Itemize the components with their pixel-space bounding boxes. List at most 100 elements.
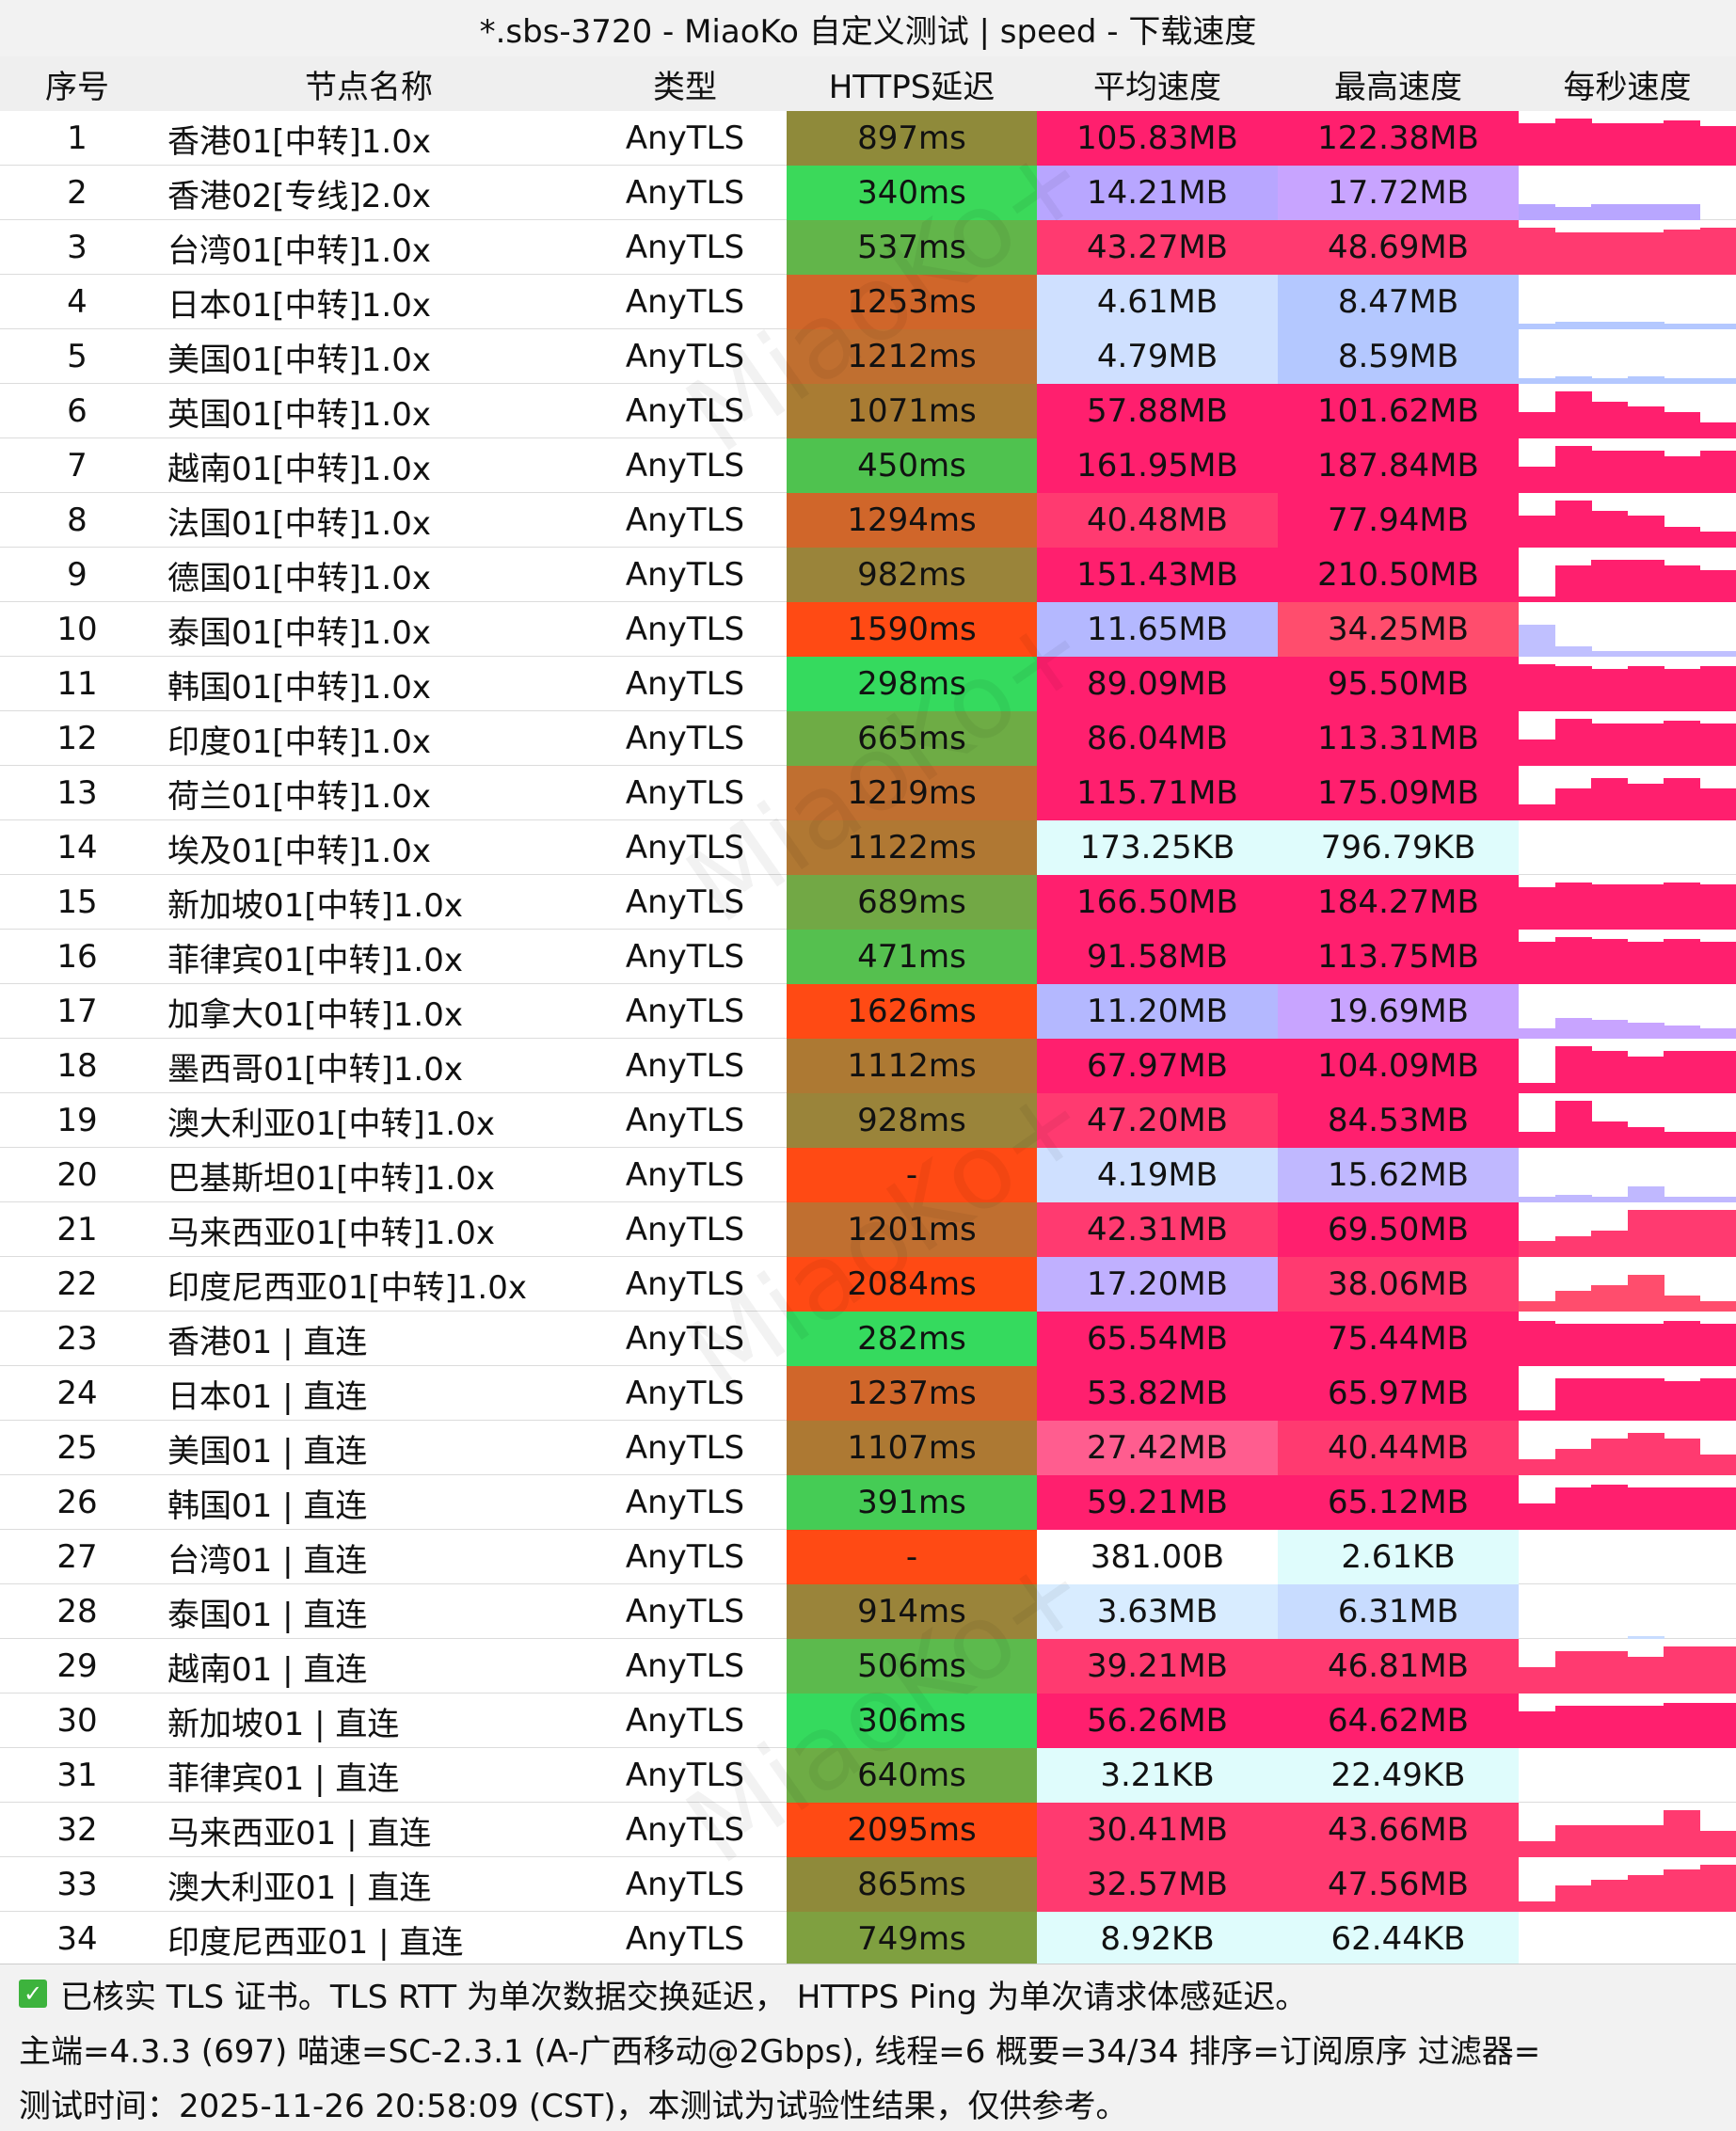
speed-bar: [1628, 376, 1664, 384]
node-type: AnyTLS: [583, 1803, 787, 1857]
speed-bar: [1555, 232, 1592, 275]
speed-bar: [1664, 1210, 1700, 1257]
https-latency: 897ms: [787, 111, 1037, 166]
max-speed: 101.62MB: [1278, 384, 1519, 438]
row-index: 31: [0, 1748, 154, 1803]
avg-speed: 4.19MB: [1037, 1148, 1278, 1202]
speed-bar: [1555, 1449, 1592, 1475]
speed-bar: [1664, 1703, 1700, 1748]
per-second-speed-sparkline: [1519, 548, 1736, 602]
speed-bar: [1664, 565, 1700, 602]
https-latency: 1626ms: [787, 984, 1037, 1039]
per-second-speed-sparkline: [1519, 1421, 1736, 1475]
speed-bar: [1591, 1231, 1628, 1257]
node-name: 泰国01 | 直连: [154, 1584, 583, 1639]
speed-bar: [1591, 1285, 1628, 1312]
max-speed: 796.79KB: [1278, 820, 1519, 875]
speed-bar: [1700, 228, 1736, 275]
speed-bar: [1700, 570, 1736, 602]
speed-bar: [1519, 1241, 1555, 1257]
max-speed: 175.09MB: [1278, 766, 1519, 820]
avg-speed: 39.21MB: [1037, 1639, 1278, 1694]
node-type: AnyTLS: [583, 1912, 787, 1966]
https-latency: 640ms: [787, 1748, 1037, 1803]
row-index: 27: [0, 1530, 154, 1584]
avg-speed: 91.58MB: [1037, 930, 1278, 984]
node-type: AnyTLS: [583, 711, 787, 766]
speed-bar: [1628, 204, 1664, 220]
https-latency: 2084ms: [787, 1257, 1037, 1312]
node-type: AnyTLS: [583, 1530, 787, 1584]
per-second-speed-sparkline: [1519, 1148, 1736, 1202]
row-index: 14: [0, 820, 154, 875]
speed-bar: [1555, 119, 1592, 166]
speed-bar: [1628, 560, 1664, 602]
node-type: AnyTLS: [583, 493, 787, 548]
row-index: 22: [0, 1257, 154, 1312]
row-index: 7: [0, 438, 154, 493]
node-type: AnyTLS: [583, 384, 787, 438]
max-speed: 104.09MB: [1278, 1039, 1519, 1093]
node-name: 法国01[中转]1.0x: [154, 493, 583, 548]
speed-bar: [1664, 456, 1700, 493]
speed-bar: [1555, 1046, 1592, 1093]
speed-bar: [1555, 565, 1592, 602]
speed-bar: [1700, 1831, 1736, 1857]
max-speed: 69.50MB: [1278, 1202, 1519, 1257]
speed-bar: [1700, 724, 1736, 766]
per-second-speed-sparkline: [1519, 1093, 1736, 1148]
speed-bar: [1628, 1127, 1664, 1148]
max-speed: 19.69MB: [1278, 984, 1519, 1039]
row-index: 28: [0, 1584, 154, 1639]
per-second-speed-sparkline: [1519, 711, 1736, 766]
speed-bar: [1700, 942, 1736, 984]
speed-bar: [1628, 516, 1664, 548]
row-index: 30: [0, 1694, 154, 1748]
speed-bar: [1700, 788, 1736, 820]
per-second-speed-sparkline: [1519, 1257, 1736, 1312]
speed-bar: [1664, 230, 1700, 275]
node-type: AnyTLS: [583, 930, 787, 984]
row-index: 8: [0, 493, 154, 548]
speed-bar: [1591, 322, 1628, 329]
node-type: AnyTLS: [583, 1312, 787, 1366]
footer-line-info: 主端=4.3.3 (697) 喵速=SC-2.3.1 (A-广西移动@2Gbps…: [19, 2021, 1540, 2075]
speed-bar: [1700, 532, 1736, 548]
speed-bar: [1591, 1825, 1628, 1857]
row-index: 21: [0, 1202, 154, 1257]
node-name: 韩国01[中转]1.0x: [154, 657, 583, 711]
speed-bar: [1519, 625, 1555, 657]
header-per-second-speed: 每秒速度: [1519, 56, 1736, 111]
node-type: AnyTLS: [583, 548, 787, 602]
https-latency: 1122ms: [787, 820, 1037, 875]
speed-bar: [1555, 1651, 1592, 1694]
speed-bar: [1591, 1439, 1628, 1475]
avg-speed: 42.31MB: [1037, 1202, 1278, 1257]
node-type: AnyTLS: [583, 984, 787, 1039]
per-second-speed-sparkline: [1519, 1639, 1736, 1694]
speed-bar: [1628, 1706, 1664, 1748]
row-index: 24: [0, 1366, 154, 1421]
https-latency: 1201ms: [787, 1202, 1037, 1257]
https-latency: 1107ms: [787, 1421, 1037, 1475]
footer: ✓ 已核实 TLS 证书。TLS RTT 为单次数据交换延迟， HTTPS Pi…: [0, 1964, 1736, 2131]
avg-speed: 11.20MB: [1037, 984, 1278, 1039]
max-speed: 47.56MB: [1278, 1857, 1519, 1912]
speed-bar: [1591, 1121, 1628, 1148]
footer-tls-text: 已核实 TLS 证书。TLS RTT 为单次数据交换延迟， HTTPS Ping…: [60, 1971, 1307, 2017]
max-speed: 75.44MB: [1278, 1312, 1519, 1366]
avg-speed: 381.00B: [1037, 1530, 1278, 1584]
speed-bar: [1519, 204, 1555, 220]
node-type: AnyTLS: [583, 166, 787, 220]
speed-bar: [1555, 322, 1592, 329]
speed-bar: [1591, 1880, 1628, 1912]
node-name: 巴基斯坦01[中转]1.0x: [154, 1148, 583, 1202]
node-name: 印度01[中转]1.0x: [154, 711, 583, 766]
speed-bar: [1664, 1321, 1700, 1366]
row-index: 16: [0, 930, 154, 984]
